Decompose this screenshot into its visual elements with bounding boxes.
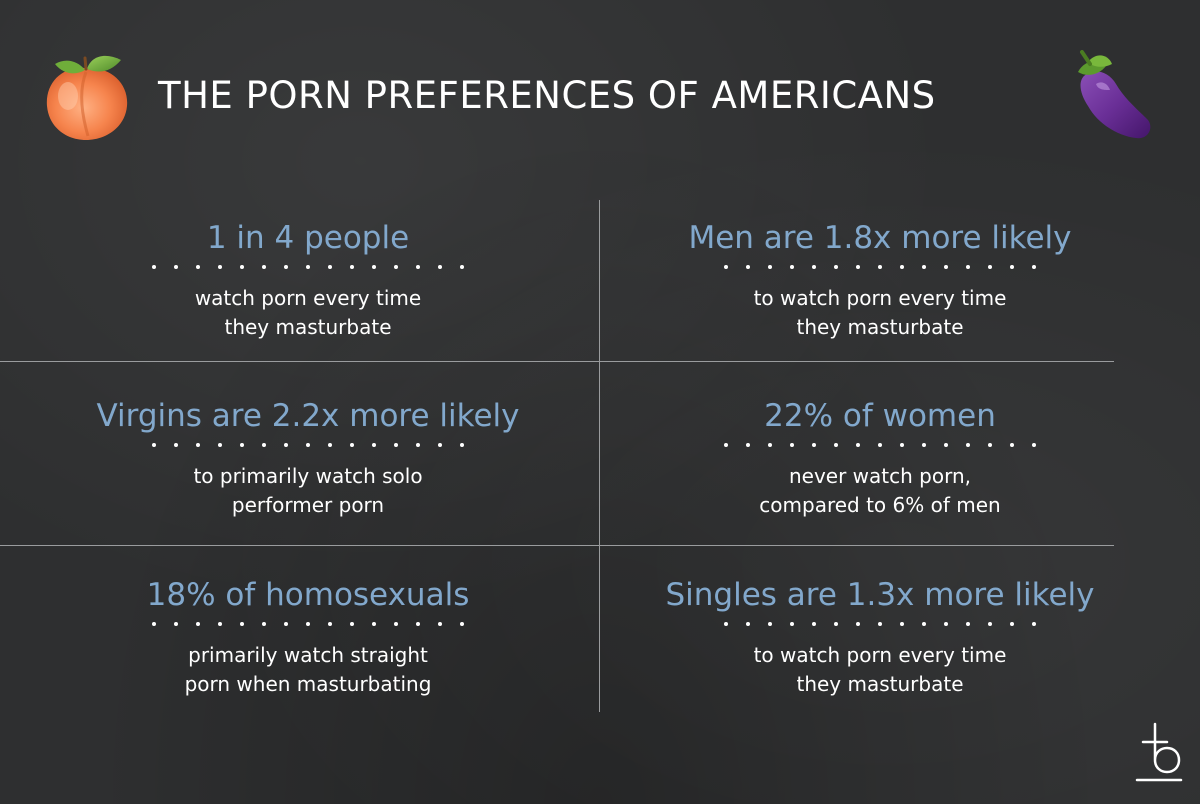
peach-icon [46,55,128,140]
stat-headline: Virgins are 2.2x more likely [96,398,520,434]
stat-description-line: watch porn every time [194,286,422,310]
stat-description: primarily watch straight porn when mastu… [18,641,598,699]
stat-headline: Singles are 1.3x more likely [665,577,1095,613]
horizontal-divider [0,545,1114,546]
stat-description-line: they masturbate [224,315,392,339]
stat-headline: 1 in 4 people [206,220,410,256]
stat-description-line: compared to 6% of men [759,493,1001,517]
stat-description-line: performer porn [231,493,385,517]
vertical-divider [599,200,600,712]
stats-grid: 1 in 4 people watch porn every time they… [0,200,1200,712]
stat-description-line: they masturbate [796,672,964,696]
page-title: THE PORN PREFERENCES OF AMERICANS [158,74,936,117]
stat-card: 1 in 4 people watch porn every time they… [18,217,598,342]
stat-card: Singles are 1.3x more likely to watch po… [600,574,1160,699]
stat-description-line: never watch porn, [788,464,972,488]
stat-description: never watch porn, compared to 6% of men [600,462,1160,520]
stat-description-line: primarily watch straight [188,643,428,667]
stat-description: to watch porn every time they masturbate [600,641,1160,699]
stat-description-line: to watch porn every time [753,643,1007,667]
dotted-separator [18,622,598,630]
stat-description: to watch porn every time they masturbate [600,284,1160,342]
horizontal-divider [0,361,1114,362]
stat-headline: 22% of women [764,398,996,434]
stat-description-line: they masturbate [796,315,964,339]
stat-card: 18% of homosexuals primarily watch strai… [18,574,598,699]
stat-description-line: to primarily watch solo [193,464,423,488]
stat-description: to primarily watch solo performer porn [18,462,598,520]
stat-card: Virgins are 2.2x more likely to primaril… [18,395,598,520]
dotted-separator [18,443,598,451]
stat-description: watch porn every time they masturbate [18,284,598,342]
dotted-separator [600,265,1160,273]
stat-card: 22% of women never watch porn, compared … [600,395,1160,520]
stat-headline: 18% of homosexuals [146,577,470,613]
dotted-separator [600,443,1160,451]
header: THE PORN PREFERENCES OF AMERICANS [0,50,1200,146]
dotted-separator [600,622,1160,630]
eggplant-icon [1078,50,1151,139]
brand-logo-icon [1135,722,1183,782]
stat-description-line: porn when masturbating [184,672,432,696]
stat-headline: Men are 1.8x more likely [688,220,1072,256]
stat-card: Men are 1.8x more likely to watch porn e… [600,217,1160,342]
stat-description-line: to watch porn every time [753,286,1007,310]
dotted-separator [18,265,598,273]
